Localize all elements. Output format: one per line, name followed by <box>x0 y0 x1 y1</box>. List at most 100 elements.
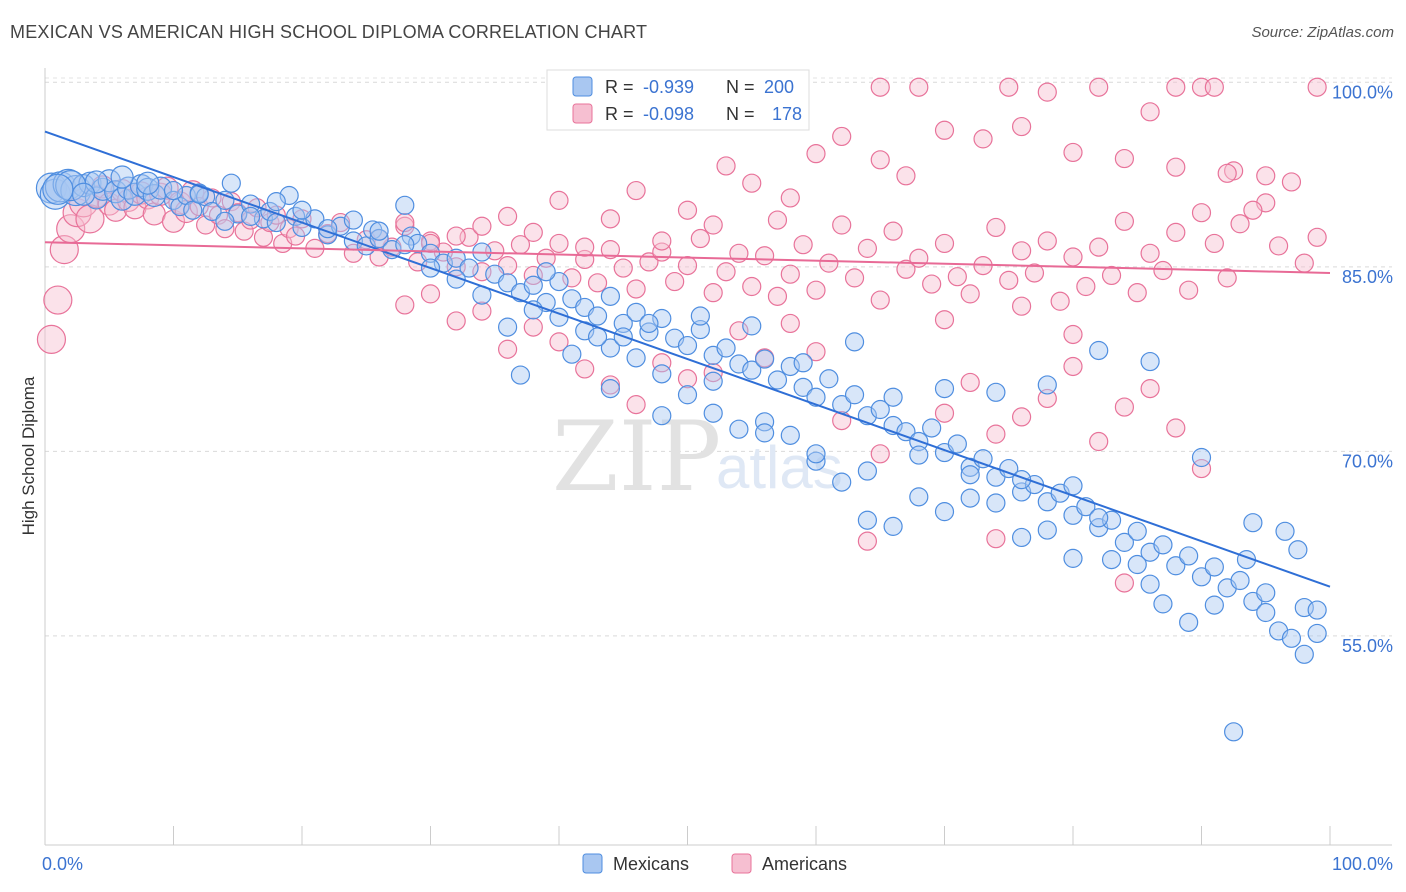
data-point <box>587 327 608 347</box>
data-point <box>395 195 415 215</box>
data-point <box>896 259 916 279</box>
data-point <box>575 237 595 257</box>
legend-n-label-2: N = <box>726 104 755 124</box>
x-tick-label: 0.0% <box>42 854 83 874</box>
data-point <box>677 200 698 220</box>
data-point <box>754 246 775 266</box>
data-point <box>260 212 280 233</box>
data-point <box>703 283 723 303</box>
data-point <box>498 317 518 337</box>
watermark-atlas: atlas <box>716 434 843 501</box>
data-point <box>1307 227 1327 247</box>
data-point <box>819 253 839 273</box>
data-point <box>266 192 286 212</box>
data-point <box>626 180 646 201</box>
data-point <box>600 379 621 399</box>
data-point <box>1166 157 1186 177</box>
data-point <box>922 274 942 294</box>
data-point <box>844 268 865 288</box>
data-point <box>1089 77 1109 97</box>
data-point <box>369 228 389 249</box>
legend-r-label-2: R = <box>605 104 634 124</box>
data-point <box>742 276 762 297</box>
data-point <box>716 338 736 358</box>
data-point <box>1217 268 1237 288</box>
data-point <box>523 275 543 295</box>
data-point <box>1140 351 1160 372</box>
data-point <box>1191 567 1212 587</box>
data-point <box>1204 557 1224 577</box>
data-point <box>1166 556 1186 576</box>
data-point <box>1011 407 1032 427</box>
data-point <box>716 156 736 176</box>
data-point <box>742 360 762 380</box>
data-point <box>1166 77 1186 97</box>
data-point <box>1204 77 1224 97</box>
y-tick-label: 55.0% <box>1342 636 1393 656</box>
data-point <box>587 306 608 326</box>
trend-line-mexicans <box>44 130 1331 588</box>
data-point <box>600 209 621 229</box>
data-point <box>626 348 646 368</box>
data-point <box>1281 628 1302 648</box>
data-point <box>999 77 1019 97</box>
data-point <box>857 510 878 530</box>
data-point <box>549 271 569 292</box>
data-point <box>1179 612 1199 632</box>
data-point <box>215 190 235 210</box>
data-point <box>1166 418 1186 438</box>
data-point <box>1153 260 1173 281</box>
data-point <box>626 395 646 415</box>
data-point <box>947 434 967 454</box>
data-point <box>1307 623 1327 644</box>
data-point <box>844 332 865 352</box>
data-point <box>780 425 800 445</box>
data-point <box>1153 535 1173 555</box>
data-point <box>1011 296 1032 316</box>
data-point <box>1179 546 1199 566</box>
data-point <box>896 166 916 186</box>
data-point <box>767 370 788 390</box>
data-point <box>600 240 621 260</box>
data-point <box>1063 476 1083 496</box>
data-point <box>1191 447 1212 468</box>
data-point <box>909 77 929 97</box>
data-point <box>677 369 698 389</box>
data-point <box>104 180 128 204</box>
data-point <box>857 461 878 481</box>
data-point <box>1076 276 1096 297</box>
data-point <box>960 465 980 485</box>
data-point <box>1268 236 1289 256</box>
data-point <box>896 422 916 442</box>
legend-bottom-swatch-americans <box>731 853 752 874</box>
data-point <box>1153 594 1173 614</box>
data-point <box>960 372 980 393</box>
data-point <box>819 369 839 389</box>
y-axis-label: High School Diploma <box>19 376 38 535</box>
data-point <box>1101 550 1122 570</box>
data-point <box>562 268 582 288</box>
data-point <box>883 516 903 536</box>
data-point <box>1114 148 1135 169</box>
data-point <box>215 219 235 239</box>
data-point <box>1256 583 1276 603</box>
data-point <box>241 206 261 226</box>
data-point <box>652 308 672 329</box>
data-point <box>1224 722 1244 742</box>
data-point <box>909 487 929 507</box>
data-point <box>832 215 852 235</box>
chart-source: Source: ZipAtlas.com <box>1251 24 1394 41</box>
data-point <box>562 344 582 364</box>
data-point <box>767 210 788 230</box>
data-point <box>960 488 980 508</box>
y-tick-label: 85.0% <box>1342 267 1393 287</box>
data-point <box>1191 203 1212 223</box>
data-point <box>626 279 646 299</box>
data-point <box>1127 554 1147 575</box>
data-point <box>446 248 466 268</box>
y-tick-label: 100.0% <box>1332 82 1393 102</box>
data-point <box>43 285 73 315</box>
legend-bottom-swatch-mexicans <box>582 853 603 874</box>
data-point <box>549 190 569 210</box>
data-point <box>523 265 543 286</box>
